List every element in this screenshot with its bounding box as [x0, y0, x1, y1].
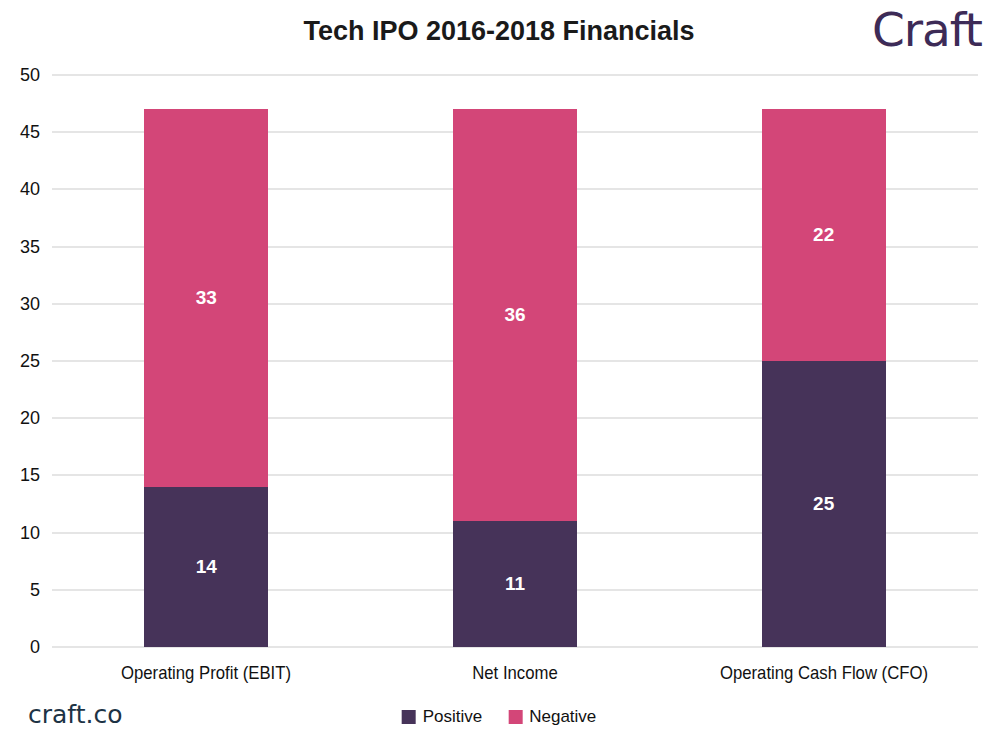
y-axis-tick-45: 45 — [0, 123, 40, 141]
y-axis-tick-40: 40 — [0, 180, 40, 198]
legend-item-negative: Negative — [508, 707, 596, 727]
y-axis-tick-50: 50 — [0, 66, 40, 84]
bar-segment-negative-1: 33 — [144, 109, 268, 487]
legend-label: Negative — [529, 707, 596, 727]
bar-segment-positive-3: 25 — [762, 361, 886, 647]
site-label: craft.co — [28, 700, 123, 729]
plot-area: 0 5 10 15 20 25 30 35 40 45 50 14 33 Operating Profit… — [0, 0, 998, 748]
gridline-y-50 — [52, 74, 978, 76]
bar-segment-negative-3: 22 — [762, 109, 886, 361]
y-axis-tick-15: 15 — [0, 466, 40, 484]
segment-value-label: 22 — [762, 225, 886, 244]
y-axis-tick-5: 5 — [0, 581, 40, 599]
chart-page: Tech IPO 2016-2018 Financials Craft 0510… — [0, 0, 998, 748]
x-axis-label-3: Operating Cash Flow (CFO) — [674, 662, 973, 684]
legend-label: Positive — [423, 707, 483, 727]
segment-value-label: 33 — [144, 288, 268, 307]
bar-segment-negative-2: 36 — [453, 109, 577, 521]
y-axis-tick-10: 10 — [0, 524, 40, 542]
y-axis-tick-20: 20 — [0, 409, 40, 427]
y-axis-tick-0: 0 — [0, 638, 40, 656]
y-axis-tick-25: 25 — [0, 352, 40, 370]
segment-value-label: 11 — [453, 574, 577, 593]
legend-swatch-icon — [508, 710, 522, 724]
legend-swatch-icon — [402, 710, 416, 724]
y-axis-tick-35: 35 — [0, 238, 40, 256]
segment-value-label: 36 — [453, 305, 577, 324]
bar-segment-positive-2: 11 — [453, 521, 577, 647]
bar-segment-positive-1: 14 — [144, 487, 268, 647]
legend: Positive Negative — [402, 707, 597, 727]
x-axis-label-1: Operating Profit (EBIT) — [57, 662, 356, 684]
segment-value-label: 14 — [144, 557, 268, 576]
y-axis-tick-30: 30 — [0, 295, 40, 313]
legend-item-positive: Positive — [402, 707, 483, 727]
x-axis-label-2: Net Income — [365, 662, 664, 684]
segment-value-label: 25 — [762, 494, 886, 513]
